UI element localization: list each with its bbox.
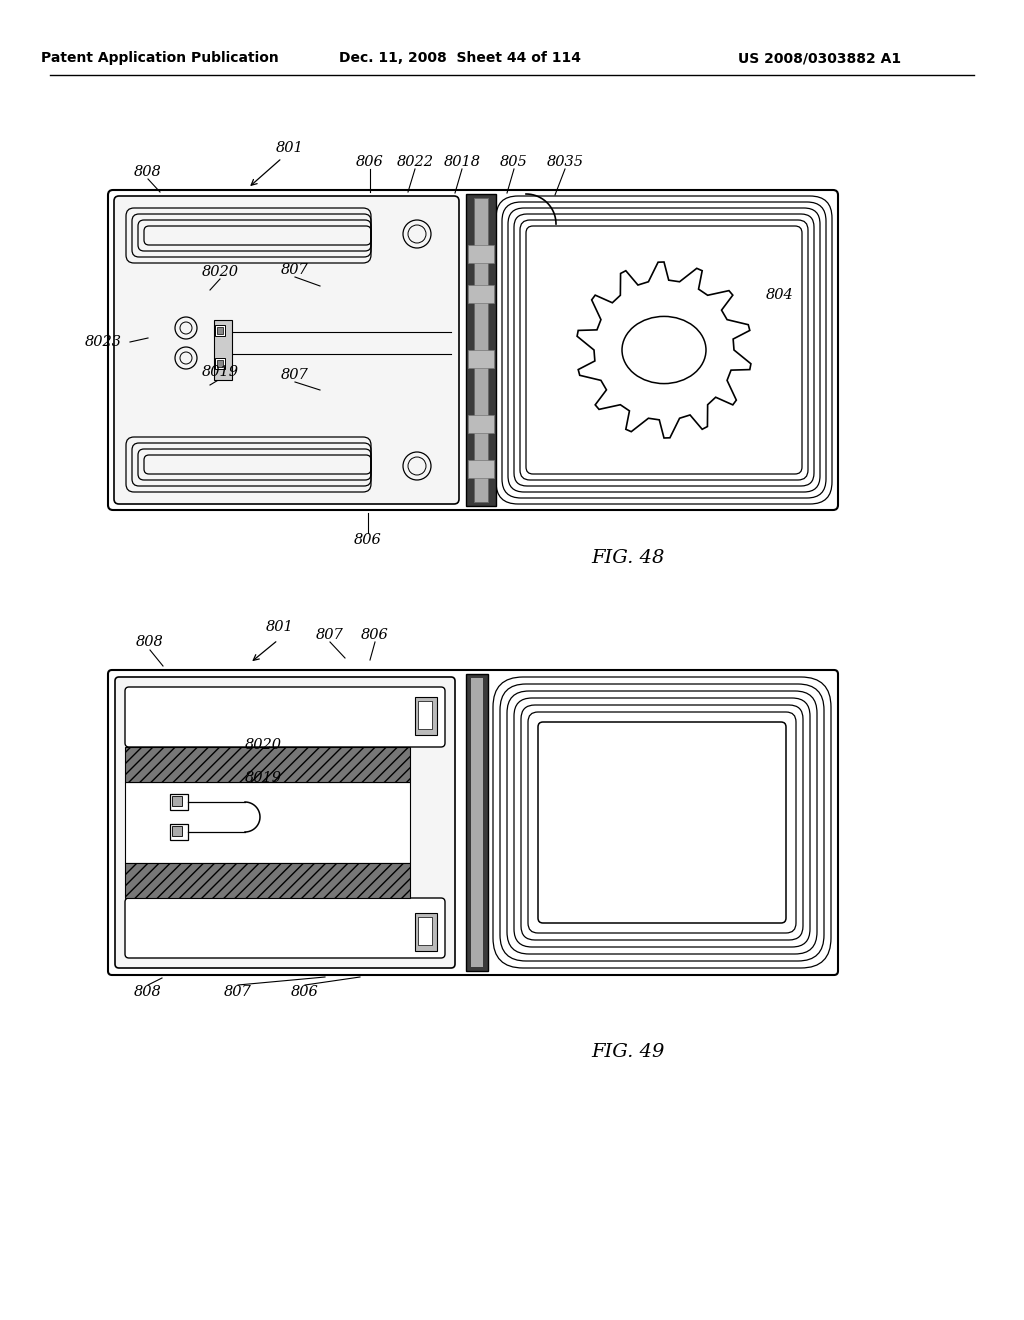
FancyBboxPatch shape xyxy=(125,898,445,958)
Text: 807: 807 xyxy=(282,368,309,381)
Text: 806: 806 xyxy=(356,154,384,169)
Text: 801: 801 xyxy=(276,141,304,154)
Text: 806: 806 xyxy=(354,533,382,546)
Text: US 2008/0303882 A1: US 2008/0303882 A1 xyxy=(738,51,901,65)
Text: 8019: 8019 xyxy=(245,771,282,785)
Text: Dec. 11, 2008  Sheet 44 of 114: Dec. 11, 2008 Sheet 44 of 114 xyxy=(339,51,581,65)
Bar xyxy=(217,327,223,334)
Bar xyxy=(215,358,225,370)
Bar xyxy=(466,194,496,506)
FancyBboxPatch shape xyxy=(508,209,820,492)
FancyBboxPatch shape xyxy=(528,711,796,933)
Bar xyxy=(125,747,410,781)
Bar xyxy=(468,285,494,304)
Bar xyxy=(418,917,432,945)
Text: 807: 807 xyxy=(224,985,252,999)
Text: 806: 806 xyxy=(361,628,389,642)
FancyBboxPatch shape xyxy=(538,722,786,923)
Text: FIG. 48: FIG. 48 xyxy=(591,549,665,568)
FancyBboxPatch shape xyxy=(125,686,445,747)
Text: 807: 807 xyxy=(316,628,344,642)
FancyBboxPatch shape xyxy=(520,220,808,480)
Bar xyxy=(474,198,488,502)
FancyBboxPatch shape xyxy=(115,677,455,968)
Bar xyxy=(172,826,182,836)
Bar xyxy=(466,675,488,972)
Bar xyxy=(172,796,182,807)
Bar xyxy=(214,319,232,380)
Bar xyxy=(468,350,494,368)
FancyBboxPatch shape xyxy=(502,202,826,498)
Bar xyxy=(170,824,188,840)
FancyBboxPatch shape xyxy=(500,684,824,961)
Bar xyxy=(170,795,188,810)
FancyBboxPatch shape xyxy=(108,671,838,975)
Bar xyxy=(415,697,437,735)
Bar xyxy=(468,459,494,478)
FancyBboxPatch shape xyxy=(108,190,838,510)
Text: 8023: 8023 xyxy=(85,335,122,348)
Text: 808: 808 xyxy=(134,985,162,999)
Text: FIG. 49: FIG. 49 xyxy=(591,1043,665,1061)
FancyBboxPatch shape xyxy=(526,226,802,474)
Text: 801: 801 xyxy=(266,620,294,634)
Text: 8018: 8018 xyxy=(443,154,480,169)
Bar xyxy=(215,325,225,337)
Bar xyxy=(217,360,223,367)
FancyBboxPatch shape xyxy=(514,698,810,946)
FancyBboxPatch shape xyxy=(507,690,817,954)
FancyBboxPatch shape xyxy=(496,195,831,504)
Text: 807: 807 xyxy=(282,263,309,277)
Text: 8020: 8020 xyxy=(202,265,239,279)
Text: 808: 808 xyxy=(136,635,164,649)
Bar xyxy=(471,678,483,968)
Bar xyxy=(415,913,437,950)
FancyBboxPatch shape xyxy=(114,195,459,504)
Bar xyxy=(125,863,410,898)
Bar xyxy=(468,246,494,263)
Text: 8019: 8019 xyxy=(202,366,239,379)
Text: 804: 804 xyxy=(766,288,794,302)
Text: 8035: 8035 xyxy=(547,154,584,169)
Polygon shape xyxy=(578,261,751,438)
Bar xyxy=(125,781,410,863)
Text: 8020: 8020 xyxy=(245,738,282,752)
Text: 808: 808 xyxy=(134,165,162,180)
FancyBboxPatch shape xyxy=(521,705,803,940)
Bar xyxy=(468,414,494,433)
Text: 8022: 8022 xyxy=(396,154,433,169)
Text: Patent Application Publication: Patent Application Publication xyxy=(41,51,279,65)
FancyBboxPatch shape xyxy=(493,677,831,968)
Bar xyxy=(418,701,432,729)
Ellipse shape xyxy=(622,317,706,384)
Text: 806: 806 xyxy=(291,985,318,999)
FancyBboxPatch shape xyxy=(514,214,814,486)
Text: 805: 805 xyxy=(500,154,528,169)
